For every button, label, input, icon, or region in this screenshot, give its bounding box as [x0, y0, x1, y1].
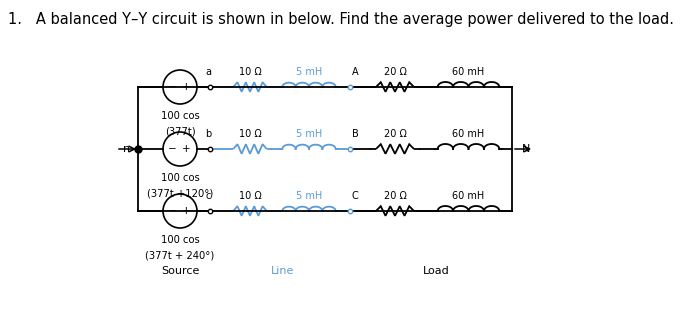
Text: (377t): (377t): [164, 127, 195, 137]
Text: b: b: [205, 129, 211, 139]
Text: −: −: [168, 206, 176, 216]
Text: 5 mH: 5 mH: [296, 191, 322, 201]
Text: 60 mH: 60 mH: [452, 191, 484, 201]
Text: n: n: [123, 144, 130, 154]
Text: a: a: [205, 67, 211, 77]
Text: 5 mH: 5 mH: [296, 67, 322, 77]
Text: Line: Line: [272, 266, 295, 276]
Text: 10 Ω: 10 Ω: [239, 191, 261, 201]
Text: 20 Ω: 20 Ω: [384, 191, 407, 201]
Text: 100 cos: 100 cos: [160, 235, 200, 245]
Text: (377t + 240°): (377t + 240°): [146, 251, 215, 261]
Text: C: C: [352, 191, 358, 201]
Text: (377t +120°): (377t +120°): [147, 189, 213, 199]
Text: 20 Ω: 20 Ω: [384, 129, 407, 139]
Text: −: −: [168, 82, 176, 92]
Text: +: +: [182, 144, 191, 154]
Text: 100 cos: 100 cos: [160, 173, 200, 183]
Text: c: c: [205, 191, 211, 201]
Text: 20 Ω: 20 Ω: [384, 67, 407, 77]
Text: 10 Ω: 10 Ω: [239, 67, 261, 77]
Text: +: +: [182, 82, 191, 92]
Text: +: +: [182, 206, 191, 216]
Text: B: B: [352, 129, 358, 139]
Text: N: N: [522, 144, 531, 154]
Text: A: A: [352, 67, 358, 77]
Text: 5 mH: 5 mH: [296, 129, 322, 139]
Text: 1.   A balanced Y–Y circuit is shown in below. Find the average power delivered : 1. A balanced Y–Y circuit is shown in be…: [8, 12, 674, 27]
Text: −: −: [168, 144, 176, 154]
Text: 60 mH: 60 mH: [452, 67, 484, 77]
Text: 60 mH: 60 mH: [452, 129, 484, 139]
Text: Source: Source: [161, 266, 199, 276]
Text: 10 Ω: 10 Ω: [239, 129, 261, 139]
Text: Load: Load: [423, 266, 449, 276]
Text: 100 cos: 100 cos: [160, 111, 200, 121]
